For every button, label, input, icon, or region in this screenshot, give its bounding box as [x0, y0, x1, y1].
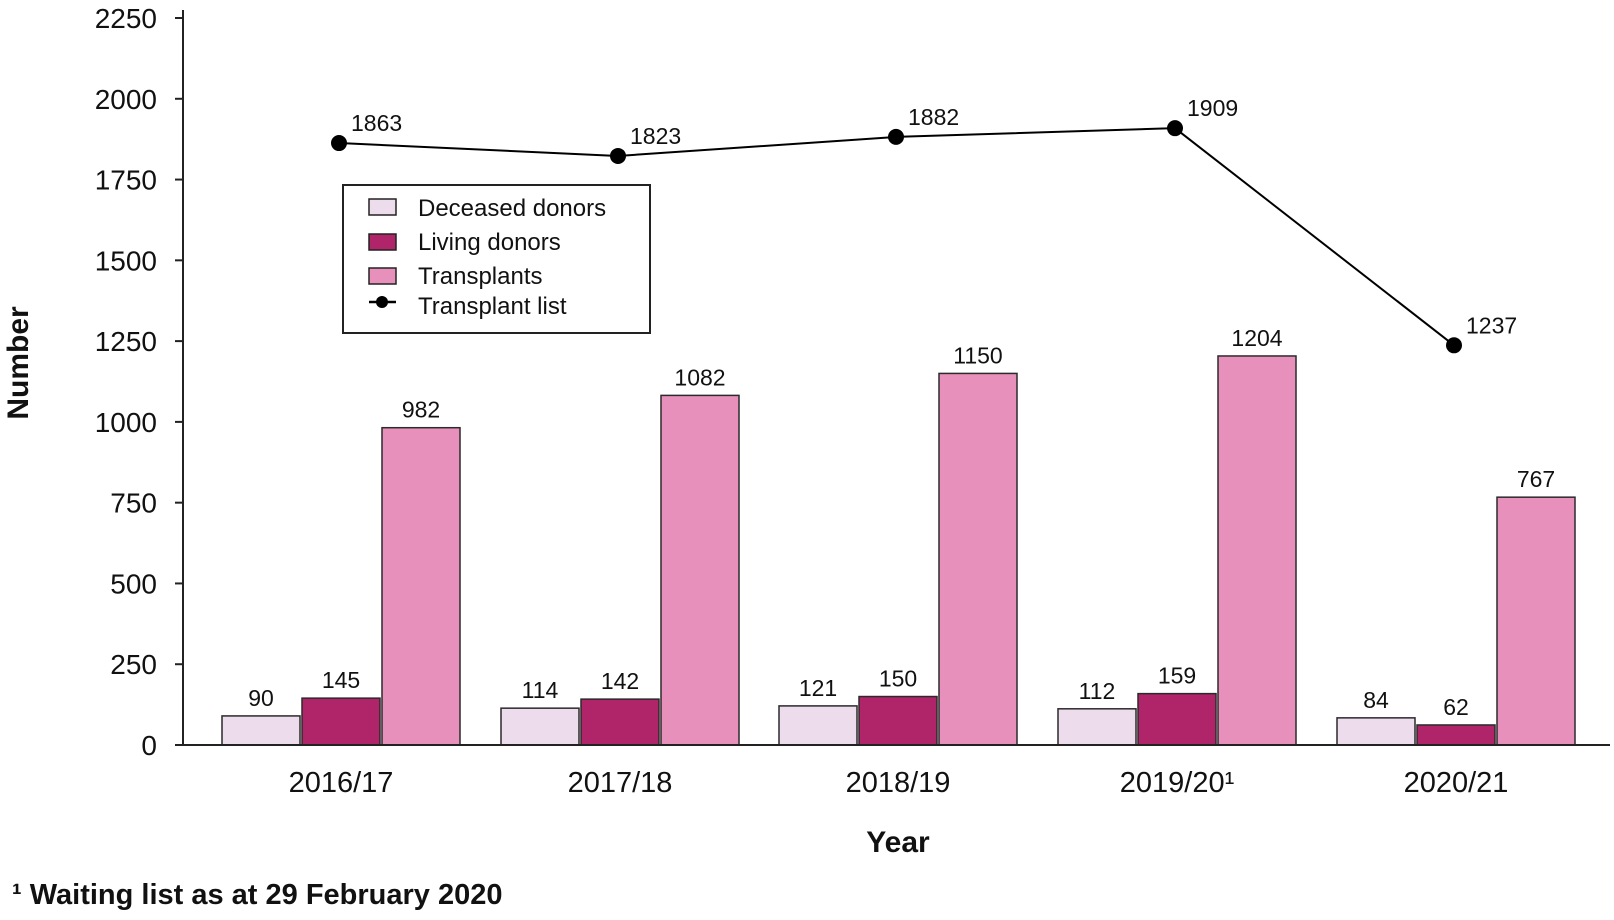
y-tick-label: 1750: [95, 165, 157, 196]
data-label-living-donors-2016-17: 145: [322, 667, 360, 693]
data-label-transplants-2020-21: 767: [1517, 466, 1555, 492]
data-label-transplants-2018-19: 1150: [953, 342, 1002, 368]
bar-transplants-2018-19: [938, 372, 1018, 746]
data-label-transplant-list-2019-20: 1909: [1187, 95, 1238, 121]
y-tick-label: 1500: [95, 245, 157, 276]
point-transplant-list-2016-17: [331, 135, 347, 152]
legend-label-transplants: Transplants: [418, 263, 543, 290]
point-transplant-list-2018-19: [888, 128, 904, 145]
footnote: ¹ Waiting list as at 29 February 2020: [12, 879, 503, 911]
bar-living-donors-2020-21: [1416, 724, 1496, 746]
legend-label-transplant-list: Transplant list: [418, 293, 567, 320]
x-tick-label-2017-18: 2017/18: [568, 767, 673, 799]
y-tick-label: 1000: [95, 407, 157, 438]
data-label-deceased-donors-2017-18: 114: [522, 677, 559, 703]
bar-transplants-2016-17: [381, 426, 461, 746]
point-transplant-list-2019-20: [1167, 120, 1183, 137]
bars-layer: [221, 355, 1576, 746]
data-label-deceased-donors-2016-17: 90: [248, 685, 274, 711]
data-label-deceased-donors-2018-19: 121: [799, 675, 837, 701]
x-tick-label-2019-20: 2019/20¹: [1120, 767, 1235, 799]
data-label-living-donors-2020-21: 62: [1443, 694, 1469, 720]
x-tick-label-2020-21: 2020/21: [1404, 767, 1509, 799]
point-transplant-list-2017-18: [610, 147, 626, 164]
data-label-transplant-list-2017-18: 1823: [630, 123, 681, 149]
y-tick-label: 0: [141, 730, 157, 761]
data-label-deceased-donors-2019-20: 112: [1079, 678, 1116, 704]
y-tick-label: 250: [110, 649, 157, 680]
y-tick-label: 500: [110, 568, 157, 599]
bar-deceased-donors-2018-19: [778, 705, 858, 746]
data-label-living-donors-2017-18: 142: [601, 668, 639, 694]
bar-living-donors-2016-17: [301, 697, 381, 746]
bar-deceased-donors-2017-18: [500, 707, 580, 746]
data-label-transplant-list-2016-17: 1863: [351, 110, 402, 136]
y-axis-title: Number: [2, 306, 35, 420]
x-tick-label-2018-19: 2018/19: [846, 767, 951, 799]
bar-deceased-donors-2020-21: [1336, 717, 1416, 746]
bar-transplants-2020-21: [1496, 496, 1576, 746]
y-tick-label: 2250: [95, 3, 157, 34]
data-label-transplants-2017-18: 1082: [674, 364, 725, 390]
legend: Deceased donors Living donors Transplant…: [342, 184, 651, 334]
legend-swatch-transplant-list-marker: [376, 296, 388, 308]
legend-swatch-deceased-donors: [368, 198, 397, 216]
data-labels-layer: 90 114 121 112 84 145 142 150 159 62 982 1082 1150 12…: [248, 95, 1555, 720]
bar-transplants-2017-18: [660, 394, 740, 746]
data-label-living-donors-2018-19: 150: [879, 666, 917, 692]
legend-label-living-donors: Living donors: [418, 229, 561, 256]
data-label-transplants-2019-20: 1204: [1231, 325, 1282, 351]
y-tick-label: 1250: [95, 326, 157, 357]
bar-living-donors-2019-20: [1137, 692, 1217, 746]
data-label-transplants-2016-17: 982: [402, 397, 440, 423]
y-tick-label: 750: [110, 488, 157, 519]
line-layer: [331, 120, 1462, 354]
x-tick-label-2016-17: 2016/17: [289, 767, 394, 799]
legend-label-deceased-donors: Deceased donors: [418, 195, 606, 222]
bar-transplants-2019-20: [1217, 355, 1297, 746]
data-label-transplant-list-2020-21: 1237: [1466, 312, 1517, 338]
legend-swatch-transplants: [368, 267, 397, 285]
point-transplant-list-2020-21: [1446, 337, 1462, 354]
legend-swatch-living-donors: [368, 233, 397, 251]
data-label-living-donors-2019-20: 159: [1158, 663, 1196, 689]
axes-layer: 0 250 500 750 1000 1250 1500 1750 2000 2250 2016/1…: [95, 3, 1610, 799]
bar-living-donors-2018-19: [858, 695, 938, 746]
x-axis-title: Year: [866, 826, 930, 859]
data-label-transplant-list-2018-19: 1882: [908, 104, 959, 130]
bar-deceased-donors-2019-20: [1057, 708, 1137, 746]
data-label-deceased-donors-2020-21: 84: [1363, 687, 1389, 713]
bar-deceased-donors-2016-17: [221, 715, 301, 746]
y-tick-label: 2000: [95, 84, 157, 115]
bar-living-donors-2017-18: [580, 698, 660, 746]
